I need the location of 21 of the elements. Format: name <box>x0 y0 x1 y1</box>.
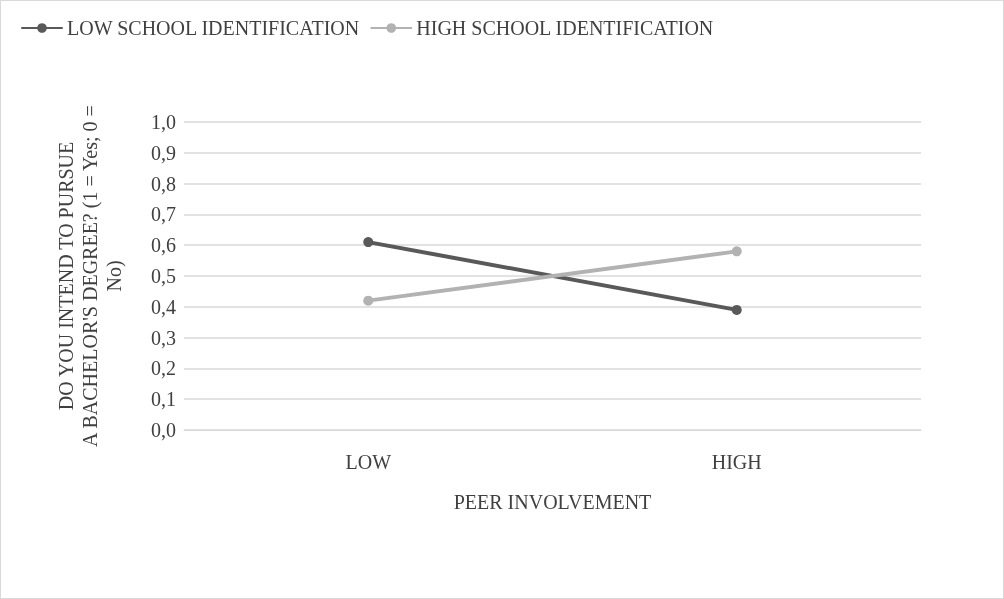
y-tick-label: 0,6 <box>151 234 176 257</box>
x-tick-label: HIGH <box>711 451 762 473</box>
y-tick-label: 0,5 <box>151 265 176 287</box>
y-tick-label: 0,3 <box>151 326 176 349</box>
x-tick-label: LOW <box>345 451 392 473</box>
point <box>363 295 374 306</box>
point <box>363 237 374 248</box>
y-tick-label: 0,7 <box>151 203 176 226</box>
y-tick-label: 0,0 <box>151 419 176 441</box>
legend-label: HIGH SCHOOL IDENTIFICATION <box>416 17 714 39</box>
y-tick-label: 0,2 <box>151 357 176 380</box>
y-tick-label: 1,0 <box>151 111 176 133</box>
y-tick-label: 0,9 <box>151 141 176 164</box>
y-tick-label: 0,8 <box>151 172 176 195</box>
y-tick-label: 0,1 <box>151 388 176 411</box>
y-tick-label: 0,4 <box>151 295 176 318</box>
x-axis-title: PEER INVOLVEMENT <box>453 491 652 513</box>
y-axis-title: DO YOU INTEND TO PURSUE A BACHELOR'S DEGREE? (1 = Yes; 0 = No) <box>55 105 126 447</box>
point <box>731 304 742 315</box>
legend-label: LOW SCHOOL IDENTIFICATION <box>67 17 360 39</box>
point <box>731 246 742 257</box>
